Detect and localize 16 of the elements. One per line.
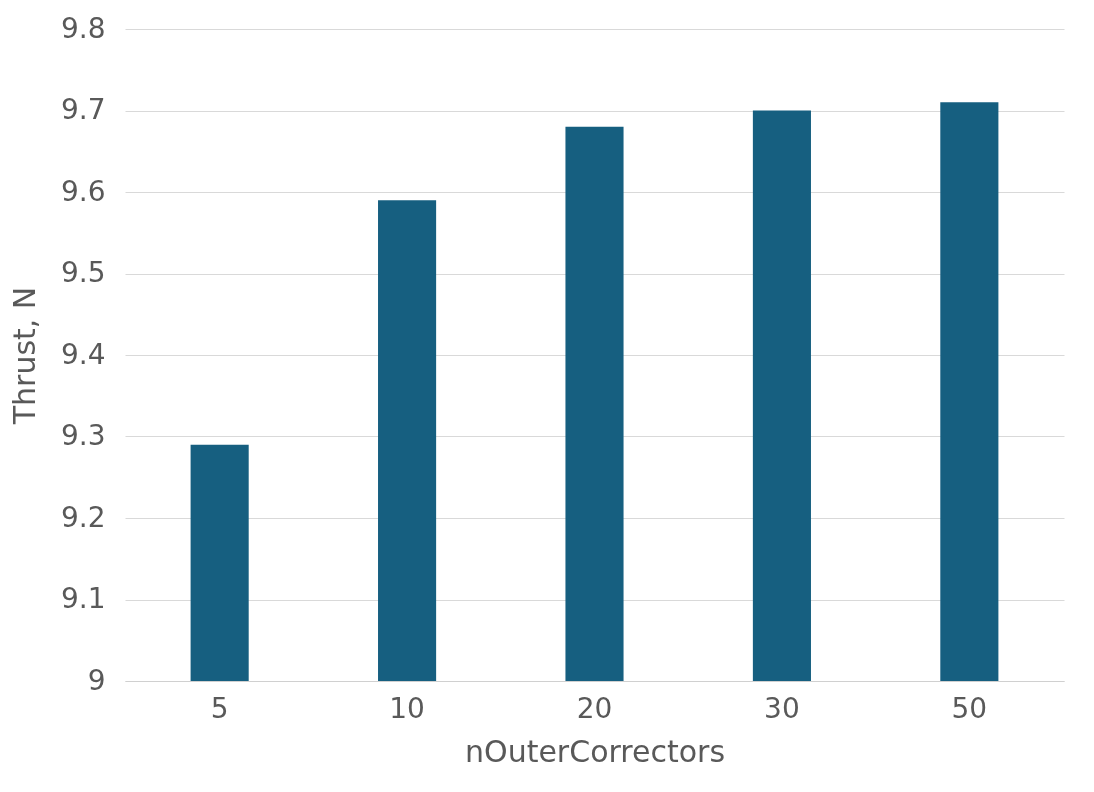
x-axis-title: nOuterCorrectors [464, 733, 726, 769]
y-tick-label: 9.3 [60, 419, 106, 452]
x-tick-label: 20 [576, 691, 613, 725]
x-tick-label: 5 [210, 691, 229, 725]
x-tick-label: 30 [764, 691, 800, 725]
y-tick-label: 9.1 [60, 582, 106, 615]
y-tick-label: 9.2 [60, 500, 106, 534]
y-tick-label: 9.6 [60, 174, 106, 208]
y-tick-label: 9.8 [60, 11, 106, 45]
y-tick-label: 9.5 [60, 256, 106, 289]
y-axis-title: Thrust, N [6, 286, 42, 426]
y-tick-label: 9.7 [60, 93, 106, 126]
x-tick-label: 10 [389, 691, 425, 725]
y-tick-label: 9.4 [60, 337, 106, 371]
y-tick-label: 9 [87, 663, 106, 697]
x-tick-label: 50 [951, 691, 988, 725]
